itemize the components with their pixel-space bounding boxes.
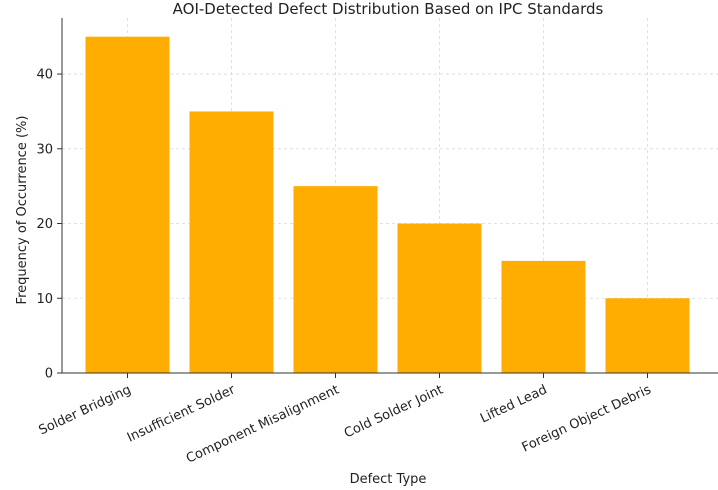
bar-cold-solder-joint: [397, 223, 482, 373]
y-tick-labels: 0 10 20 30 40: [36, 68, 53, 382]
y-tick-label: 40: [36, 68, 53, 83]
x-tick-label: Cold Solder Joint: [342, 382, 446, 441]
y-tick-label: 10: [36, 292, 53, 307]
y-axis-label: Frequency of Occurrence (%): [15, 116, 30, 305]
bar-foreign-object-debris: [605, 298, 690, 373]
x-tick-label: Solder Bridging: [37, 382, 134, 438]
y-tick-label: 20: [36, 217, 53, 232]
x-tick-label: Lifted Lead: [478, 382, 550, 426]
x-axis-label: Defect Type: [350, 472, 427, 487]
bar-solder-bridging: [85, 36, 170, 374]
bar-insufficient-solder: [189, 111, 274, 373]
y-tick-label: 0: [45, 367, 53, 382]
bars: [85, 36, 690, 374]
bar-lifted-lead: [501, 260, 586, 373]
axes: [57, 18, 718, 378]
bar-component-misalignment: [293, 186, 378, 373]
y-tick-label: 30: [36, 142, 53, 157]
chart-title: AOI-Detected Defect Distribution Based o…: [173, 0, 604, 18]
